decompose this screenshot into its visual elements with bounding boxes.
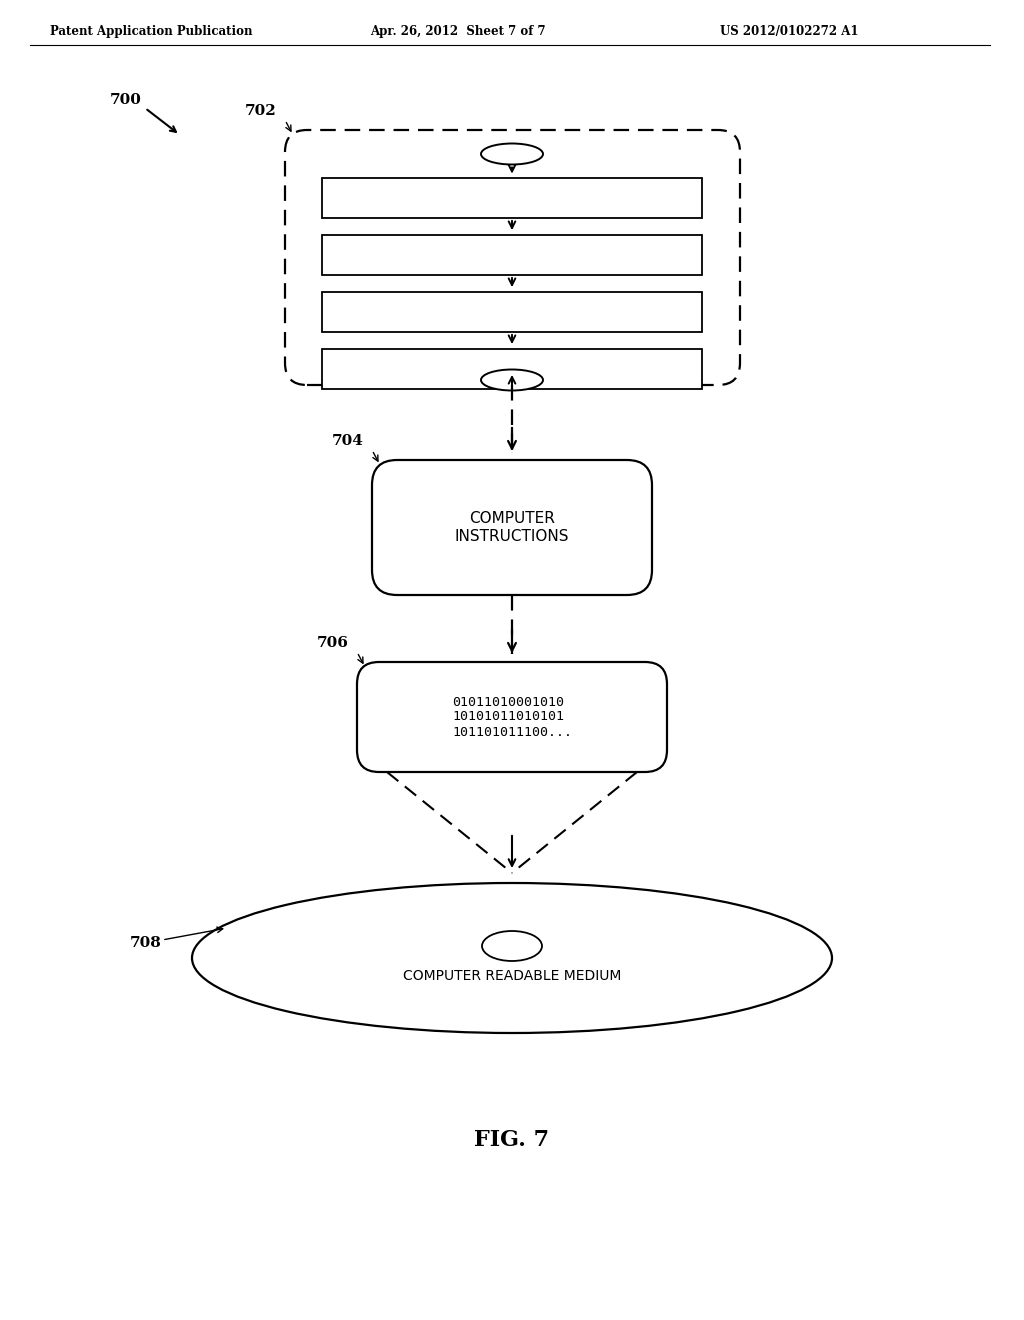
Ellipse shape [193,883,831,1034]
FancyBboxPatch shape [322,348,702,389]
Text: FIG. 7: FIG. 7 [474,1129,550,1151]
FancyBboxPatch shape [322,235,702,275]
Text: COMPUTER
INSTRUCTIONS: COMPUTER INSTRUCTIONS [455,511,569,544]
Ellipse shape [482,931,542,961]
Text: 704: 704 [332,434,364,447]
Text: 01011010001010
10101011010101
101101011100...: 01011010001010 10101011010101 1011010111… [452,696,572,738]
FancyBboxPatch shape [322,292,702,333]
FancyBboxPatch shape [357,663,667,772]
Text: 708: 708 [130,936,162,950]
Ellipse shape [481,370,543,391]
FancyBboxPatch shape [322,178,702,218]
Text: Apr. 26, 2012  Sheet 7 of 7: Apr. 26, 2012 Sheet 7 of 7 [370,25,546,38]
Text: 702: 702 [246,104,278,117]
FancyBboxPatch shape [372,459,652,595]
Text: 700: 700 [110,92,142,107]
Text: US 2012/0102272 A1: US 2012/0102272 A1 [720,25,858,38]
Ellipse shape [481,144,543,165]
Text: COMPUTER READABLE MEDIUM: COMPUTER READABLE MEDIUM [402,969,622,983]
FancyBboxPatch shape [285,129,740,385]
Text: 706: 706 [317,636,349,649]
Text: Patent Application Publication: Patent Application Publication [50,25,253,38]
